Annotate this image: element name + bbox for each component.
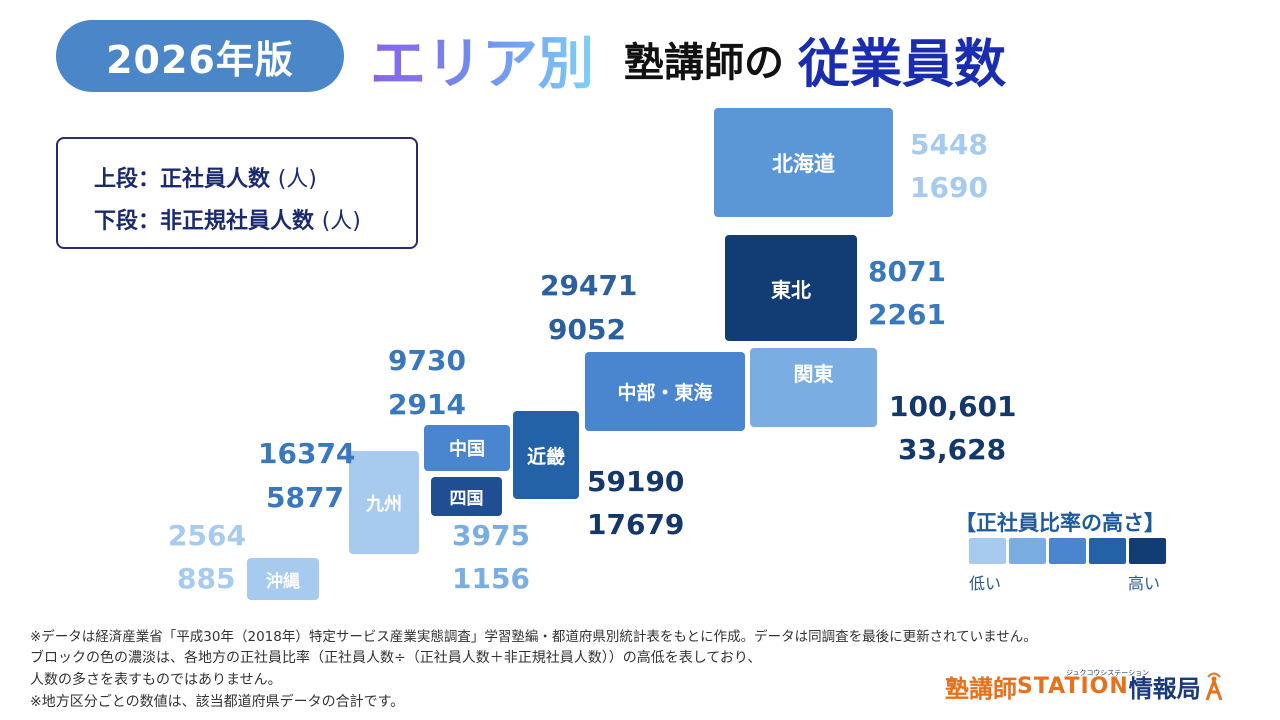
title-mid: 塾講師の xyxy=(624,40,784,86)
ratio-scale-title: 【正社員比率の高さ】 xyxy=(955,511,1165,535)
logo-part-1: 塾講師 xyxy=(945,674,1017,703)
shikoku-full-count: 3975 xyxy=(452,519,530,552)
chubu-part-count: 9052 xyxy=(548,313,626,346)
footnote-sum: ※地方区分ごとの数値は、該当都道府県データの合計です。 xyxy=(30,694,405,710)
title-area: エリア別 xyxy=(370,19,594,100)
kanto-full-count: 100,601 xyxy=(889,390,1017,423)
tohoku-full-count: 8071 xyxy=(868,255,946,288)
region-block-chugoku: 中国 xyxy=(424,425,510,471)
logo-reading: ジュクコウシステーション xyxy=(1066,669,1150,677)
region-block-kyushu: 九州 xyxy=(349,451,419,554)
chugoku-full-count: 9730 xyxy=(388,344,466,377)
kinki-part-count: 17679 xyxy=(587,508,685,541)
scale-low-label: 低い xyxy=(969,574,1002,593)
region-block-tohoku: 東北 xyxy=(725,235,857,341)
hokkaido-full-count: 5448 xyxy=(910,128,988,161)
legend-line-full: 上段：正社員人数 (人) xyxy=(94,159,416,201)
region-block-kinki: 近畿 xyxy=(513,411,579,499)
scale-swatch-4 xyxy=(1089,538,1126,564)
edition-badge: 2026年版 xyxy=(56,20,344,92)
footnote-source: ※データは経済産業省「平成30年（2018年）特定サービス産業実態調査」学習塾編… xyxy=(30,629,1037,645)
site-logo: 塾講師 STATION 情報局 xyxy=(945,668,1225,704)
okinawa-part-count: 885 xyxy=(177,562,236,595)
region-block-kanto: 関東 xyxy=(750,348,877,427)
hokkaido-part-count: 1690 xyxy=(910,171,988,204)
footnote-color-1: ブロックの色の濃淡は、各地方の正社員比率（正社員人数÷（正社員人数＋非正規社員人… xyxy=(30,650,762,666)
scale-swatch-5 xyxy=(1129,538,1166,564)
scale-high-label: 高い xyxy=(1128,574,1161,593)
region-block-shikoku: 四国 xyxy=(431,477,502,516)
kanto-part-count: 33,628 xyxy=(898,433,1007,466)
logo-part-2: STATION xyxy=(1017,673,1129,699)
kinki-full-count: 59190 xyxy=(587,465,685,498)
kyushu-part-count: 5877 xyxy=(266,481,344,514)
region-block-okinawa: 沖縄 xyxy=(247,558,319,600)
scale-swatch-2 xyxy=(1009,538,1046,564)
legend-part-unit: (人) xyxy=(321,209,361,234)
legend-part-label: 下段：非正規社員人数 xyxy=(94,209,315,234)
footnote-color-2: 人数の多さを表すものではありません。 xyxy=(30,672,282,688)
antenna-icon xyxy=(1205,672,1223,701)
region-block-chubu: 中部・東海 xyxy=(585,352,745,431)
kyushu-full-count: 16374 xyxy=(258,437,356,470)
legend-box: 上段：正社員人数 (人) 下段：非正規社員人数 (人) xyxy=(56,137,418,249)
page-title: エリア別 塾講師の 従業員数 xyxy=(370,24,1007,97)
legend-full-label: 上段：正社員人数 xyxy=(94,167,271,192)
chugoku-part-count: 2914 xyxy=(388,388,466,421)
logo-part-3: 情報局 xyxy=(1128,674,1201,703)
scale-swatch-1 xyxy=(969,538,1006,564)
legend-line-part: 下段：非正規社員人数 (人) xyxy=(94,201,416,243)
shikoku-part-count: 1156 xyxy=(452,562,530,595)
title-end: 従業員数 xyxy=(798,34,1007,95)
tohoku-part-count: 2261 xyxy=(868,298,946,331)
legend-full-unit: (人) xyxy=(277,167,317,192)
region-block-hokkaido: 北海道 xyxy=(714,108,893,217)
scale-swatch-3 xyxy=(1049,538,1086,564)
chubu-full-count: 29471 xyxy=(540,269,638,302)
okinawa-full-count: 2564 xyxy=(168,519,246,552)
